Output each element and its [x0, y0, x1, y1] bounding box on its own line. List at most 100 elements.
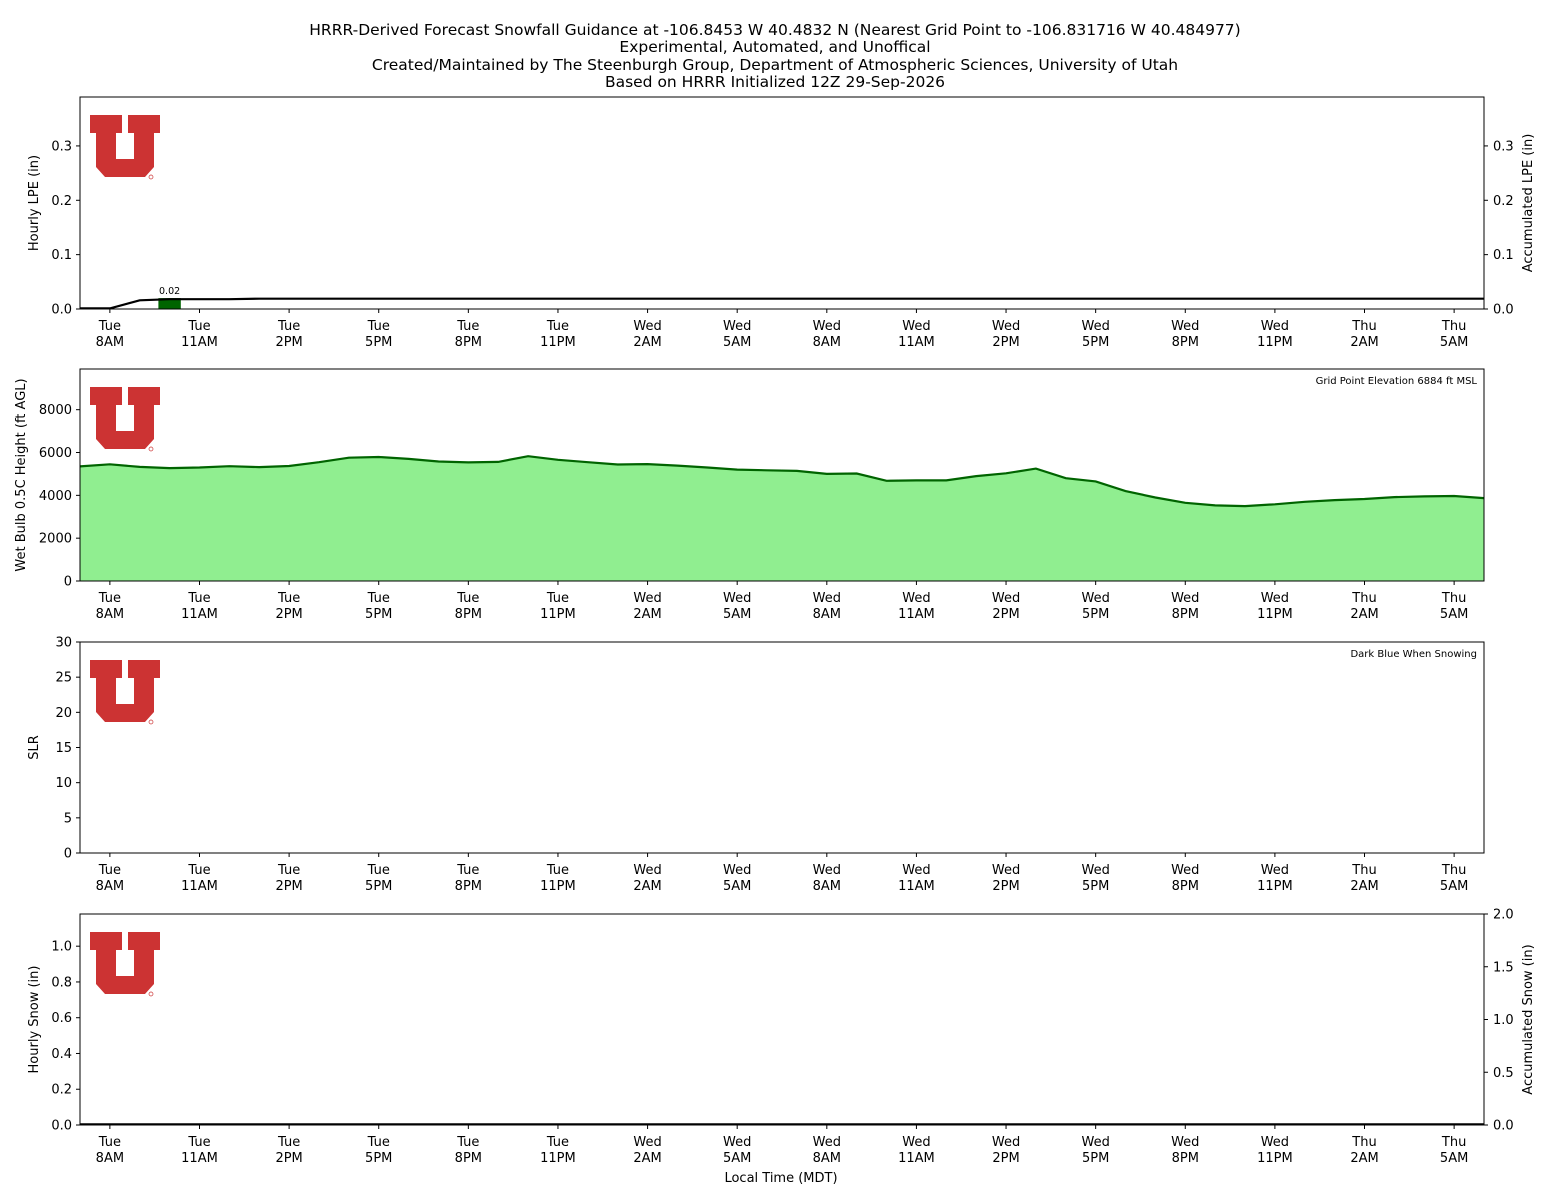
x-tick-label-day: Wed — [723, 591, 751, 606]
x-tick-label-day: Wed — [1081, 1135, 1109, 1150]
x-tick-label-time: 2AM — [633, 335, 661, 350]
x-tick-label-time: 11PM — [540, 335, 576, 350]
registered-mark-icon — [148, 991, 154, 997]
y-tick-label: 0.1 — [51, 248, 72, 263]
x-tick-label-time: 8PM — [1172, 335, 1199, 350]
x-tick-label-day: Wed — [723, 1135, 751, 1150]
x-tick-label-time: 5PM — [1082, 335, 1109, 350]
y-tick-label: 10 — [55, 776, 72, 791]
logo-u-shape — [90, 387, 160, 449]
registered-mark-icon — [148, 446, 154, 452]
y-tick-label: 6000 — [39, 446, 72, 461]
accumulated-line — [80, 297, 1484, 309]
x-tick-label-time: 8AM — [96, 1151, 124, 1166]
x-tick-label-time: 8PM — [455, 879, 482, 894]
x-tick-label-day: Tue — [277, 319, 300, 334]
x-tick-label-day: Wed — [902, 319, 930, 334]
y-tick-label: 0 — [64, 847, 72, 862]
y-tick-label: 0.3 — [51, 139, 72, 154]
x-tick-label-time: 11AM — [898, 879, 935, 894]
x-tick-label-time: 5PM — [365, 607, 392, 622]
x-tick-label-time: 8AM — [813, 879, 841, 894]
x-tick-label-day: Tue — [187, 319, 210, 334]
x-tick-label-time: 8PM — [455, 335, 482, 350]
x-tick-label-day: Wed — [992, 319, 1020, 334]
panel-hourly-lpe: 0.02 0.0 0.1 0.2 0.3 0.0 0.1 0.2 0.3 Accumulated … — [27, 96, 1536, 350]
chart-title-line-3: Created/Maintained by The Steenburgh Gro… — [371, 56, 1179, 74]
x-tick-label-day: Wed — [1171, 1135, 1199, 1150]
x-tick-label-day: Thu — [1351, 591, 1376, 606]
x-tick-label-time: 2PM — [992, 335, 1019, 350]
y-tick-label: 0.0 — [51, 1119, 72, 1134]
x-tick-label-time: 8AM — [813, 607, 841, 622]
x-tick-label-time: 11PM — [1257, 607, 1293, 622]
y-axis-label: Hourly LPE (in) — [27, 155, 42, 251]
x-tick-label-day: Wed — [1171, 319, 1199, 334]
x-tick-label-time: 2PM — [992, 879, 1019, 894]
x-tick-label-time: 2PM — [275, 879, 302, 894]
y-right-tick-label: 0.5 — [1493, 1066, 1514, 1081]
x-tick-label-time: 8PM — [1172, 607, 1199, 622]
x-tick-label-day: Thu — [1441, 591, 1466, 606]
x-tick-label-day: Tue — [367, 863, 390, 878]
x-tick-label-time: 11AM — [181, 335, 218, 350]
panel-wet-bulb-height: 0 2000 4000 6000 8000 Wet Bulb 0.5C Height (f… — [14, 368, 1485, 622]
y-right-tick-label: 1.0 — [1493, 1013, 1514, 1028]
x-tick-label-day: Thu — [1351, 863, 1376, 878]
plot-data-group — [80, 297, 1484, 309]
x-tick-label-time: 2AM — [1350, 607, 1378, 622]
university-logo-icon — [90, 387, 160, 452]
x-tick-label-time: 5AM — [723, 879, 751, 894]
y-tick-label: 2000 — [39, 532, 72, 547]
x-tick-label-day: Tue — [98, 591, 121, 606]
x-tick-label-time: 11AM — [181, 879, 218, 894]
y-tick-label: 0 — [64, 575, 72, 590]
x-tick-label-day: Tue — [456, 319, 479, 334]
x-tick-label-day: Tue — [367, 319, 390, 334]
y-right-tick-label: 1.5 — [1493, 960, 1514, 975]
x-tick-label-time: 8PM — [455, 607, 482, 622]
x-tick-label-day: Tue — [277, 591, 300, 606]
x-tick-label-time: 2AM — [633, 1151, 661, 1166]
x-tick-label-time: 2AM — [1350, 335, 1378, 350]
x-tick-label-day: Wed — [992, 591, 1020, 606]
axes-frame — [79, 641, 1485, 854]
bar-data-label: 0.02 — [159, 286, 180, 297]
y-tick-label: 1.0 — [51, 940, 72, 955]
plot-data-group — [80, 455, 1484, 581]
y-axis-label: Wet Bulb 0.5C Height (ft AGL) — [14, 378, 29, 571]
registered-mark-icon — [148, 174, 154, 180]
x-tick-label-time: 5PM — [365, 335, 392, 350]
x-tick-label-time: 5PM — [365, 879, 392, 894]
x-tick-label-day: Thu — [1351, 319, 1376, 334]
x-tick-label-day: Wed — [813, 863, 841, 878]
x-tick-label-day: Wed — [1261, 591, 1289, 606]
axes-frame — [79, 913, 1485, 1126]
y-right-axis-label: Accumulated Snow (in) — [1521, 944, 1536, 1094]
x-tick-label-day: Wed — [992, 863, 1020, 878]
y-right-tick-label: 0.0 — [1493, 1119, 1514, 1134]
x-tick-label-time: 8AM — [96, 607, 124, 622]
x-tick-label-time: 11PM — [1257, 335, 1293, 350]
y-tick-label: 0.2 — [51, 1083, 72, 1098]
y-tick-label: 0.0 — [51, 303, 72, 318]
y-right-tick-label: 0.3 — [1493, 139, 1514, 154]
x-tick-label-time: 5AM — [1440, 1151, 1468, 1166]
x-tick-label-time: 8PM — [1172, 1151, 1199, 1166]
university-logo-icon — [90, 115, 160, 180]
y-axis-label: SLR — [27, 735, 42, 760]
x-tick-label-time: 11PM — [1257, 879, 1293, 894]
x-tick-label-day: Thu — [1441, 863, 1466, 878]
y-tick-label: 15 — [55, 741, 72, 756]
x-tick-label-time: 8AM — [96, 335, 124, 350]
panel-annotation: Grid Point Elevation 6884 ft MSL — [1316, 376, 1478, 387]
x-tick-label-time: 5AM — [1440, 335, 1468, 350]
panel-annotation: Dark Blue When Snowing — [1350, 649, 1477, 660]
x-tick-label-day: Wed — [813, 319, 841, 334]
x-tick-label-time: 2AM — [1350, 879, 1378, 894]
x-tick-label-day: Wed — [902, 863, 930, 878]
x-tick-label-day: Tue — [367, 591, 390, 606]
x-tick-label-day: Wed — [633, 319, 661, 334]
x-tick-label-time: 11PM — [540, 1151, 576, 1166]
x-tick-label-time: 5PM — [365, 1151, 392, 1166]
